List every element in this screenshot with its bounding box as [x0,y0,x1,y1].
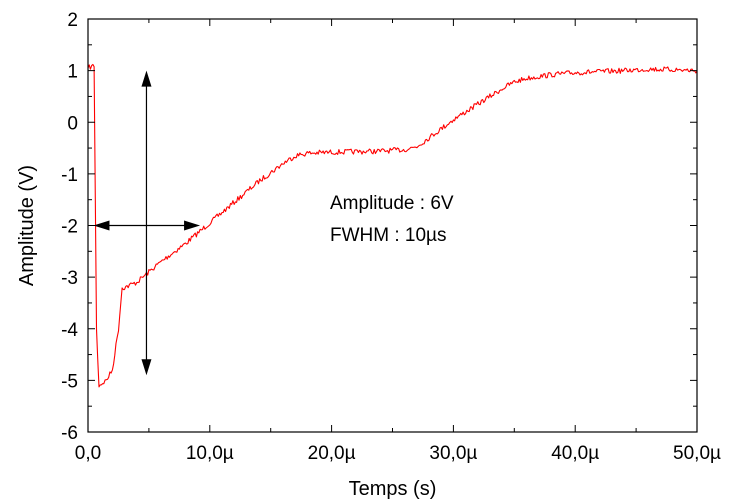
x-tick-label: 40,0µ [551,443,599,464]
y-tick-label: 0 [67,113,78,134]
y-tick-label: -3 [61,268,78,289]
annotation-fwhm: FWHM : 10µs [330,225,447,246]
arrow-head-up [141,70,152,87]
x-tick-label: 10,0µ [186,443,234,464]
x-tick-label: 30,0µ [429,443,477,464]
y-axis-label: Amplitude (V) [16,165,38,286]
x-axis-label: Temps (s) [349,478,437,499]
x-tick-label: 20,0µ [308,443,356,464]
x-tick-label: 0,0 [75,443,101,464]
y-tick-label: -5 [61,371,78,392]
arrow-head-down [141,359,152,376]
y-tick-label: -2 [61,217,78,238]
y-tick-label: 1 [67,62,78,83]
y-tick-label: 2 [67,10,78,31]
arrow-head-right [184,220,201,231]
y-tick-label: -1 [61,165,78,186]
series-line [87,63,698,388]
y-tick-label: -4 [61,320,78,341]
annotation-amplitude: Amplitude : 6V [330,193,454,214]
x-tick-label: 50,0µ [673,443,721,464]
y-tick-label: -6 [61,423,78,444]
arrow-head-left [93,220,110,231]
